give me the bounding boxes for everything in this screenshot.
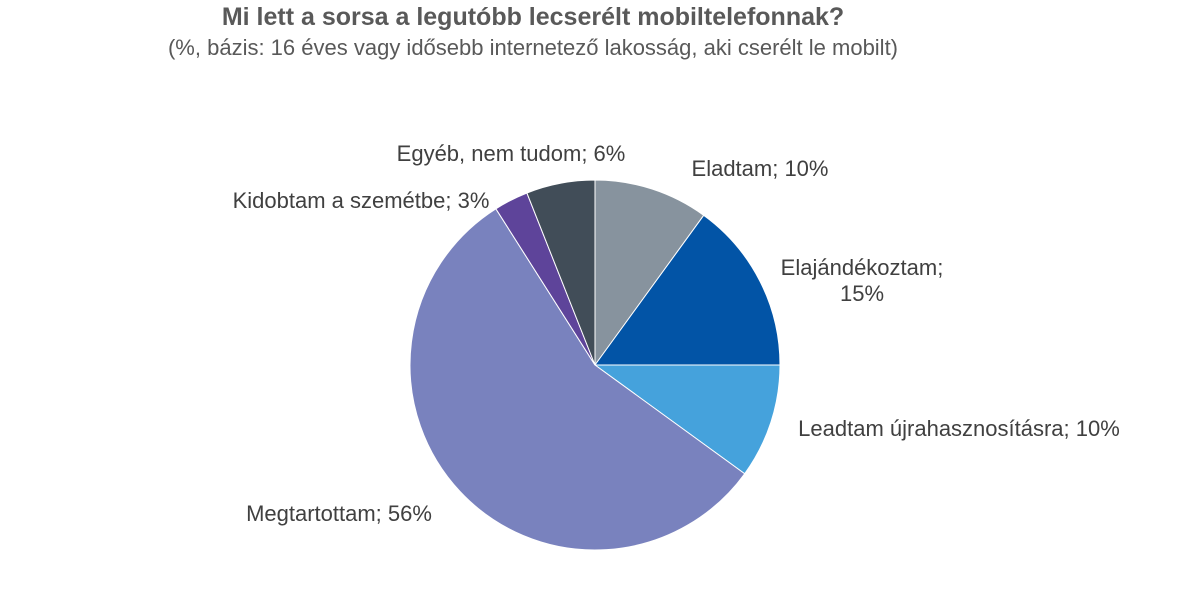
slice-label-line: Eladtam; 10% [692, 156, 829, 181]
pie-slice [594, 214, 781, 366]
slice-label: Megtartottam; 56% [246, 501, 432, 526]
slice-label: Eladtam; 10% [692, 156, 829, 181]
slice-label-line: Kidobtam a szemétbe; 3% [233, 188, 490, 213]
slice-label: Egyéb, nem tudom; 6% [397, 141, 626, 166]
slice-label: Elajándékoztam; 15% [781, 255, 944, 306]
slice-label-line: Leadtam újrahasznosításra; 10% [798, 416, 1120, 441]
pie-slice [409, 208, 746, 551]
chart-title: Mi lett a sorsa a legutóbb lecserélt mob… [221, 3, 845, 31]
pie-slices [409, 179, 781, 551]
pie-slice [594, 179, 705, 367]
slice-label-line: Egyéb, nem tudom; 6% [397, 141, 626, 166]
pie-slice [526, 179, 596, 366]
slice-label-line: Elajándékoztam; [781, 255, 944, 280]
slice-label-line: 15% [840, 281, 884, 306]
slice-label: Leadtam újrahasznosításra; 10% [798, 416, 1120, 441]
chart-subtitle: (%, bázis: 16 éves vagy idősebb internet… [167, 35, 899, 60]
slice-label-line: Megtartottam; 56% [246, 501, 432, 526]
pie-labels: Eladtam; 10% Elajándékoztam; 15% Leadtam új… [233, 141, 1120, 526]
pie-slice [593, 364, 781, 475]
slice-label: Kidobtam a szemétbe; 3% [233, 188, 490, 213]
